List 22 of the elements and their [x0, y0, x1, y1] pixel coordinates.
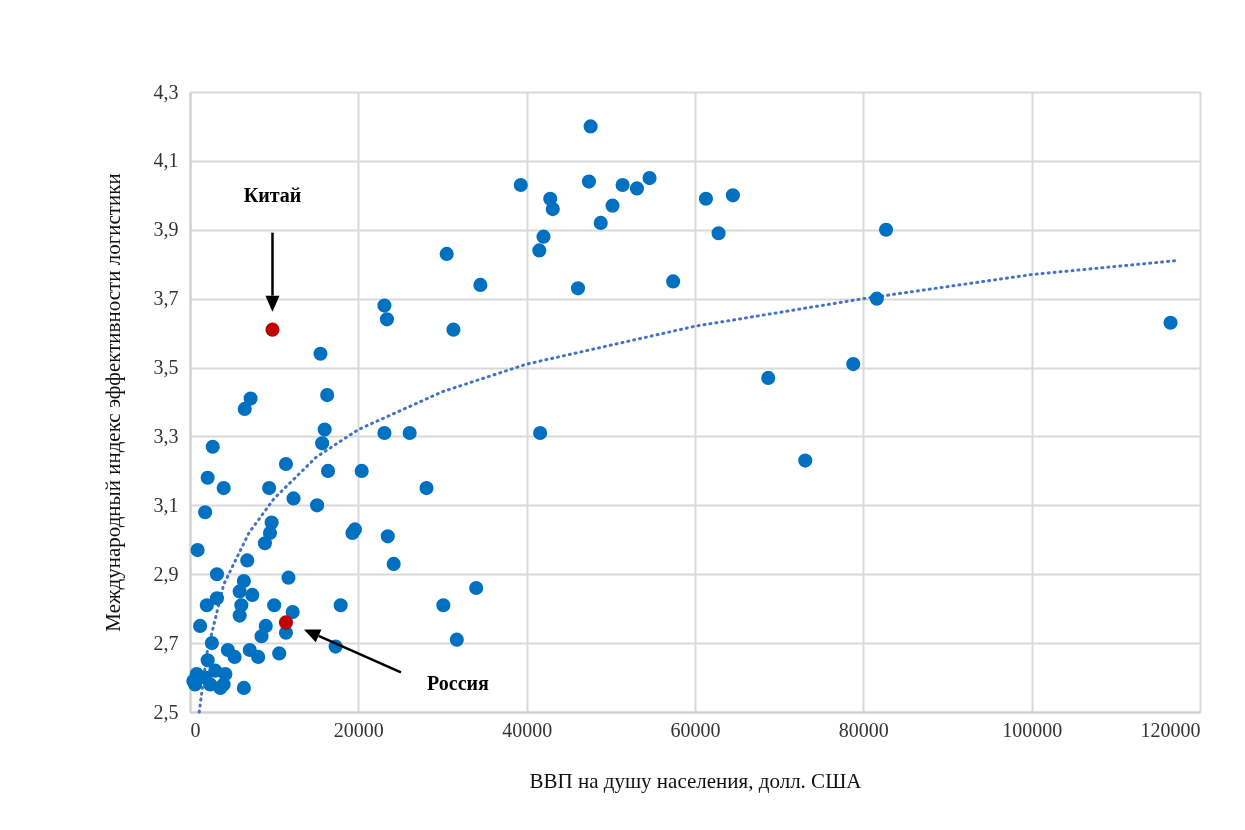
line-series [197, 259, 1177, 714]
y-tick-label: 4,3 [153, 80, 179, 103]
y-tick-label: 3,9 [153, 218, 179, 241]
x-tick-label: 0 [190, 718, 201, 741]
y-axis-title: Международный индекс эффективности логистики [100, 173, 125, 632]
x-tick-label: 40000 [502, 718, 553, 741]
y-tick-label: 4,1 [153, 149, 179, 172]
y-tick-label: 2,9 [153, 562, 179, 585]
x-tick-label: 120000 [1140, 718, 1201, 741]
x-tick-label: 100000 [1002, 718, 1063, 741]
x-tick-label: 80000 [838, 718, 889, 741]
annotation: Россия [427, 672, 490, 695]
x-tick-label: 20000 [333, 718, 384, 741]
y-tick-label: 2,5 [153, 700, 179, 723]
annotation: Китай [243, 183, 302, 206]
x-axis-title: ВВП на душу населения, долл. США [529, 768, 863, 793]
y-tick-label: 2,7 [153, 631, 179, 654]
y-tick-label: 3,5 [153, 356, 179, 379]
y-tick-label: 3,3 [153, 424, 179, 447]
y-tick-label: 3,1 [153, 493, 179, 516]
x-tick-label: 60000 [670, 718, 721, 741]
y-tick-label: 3,7 [153, 287, 179, 310]
